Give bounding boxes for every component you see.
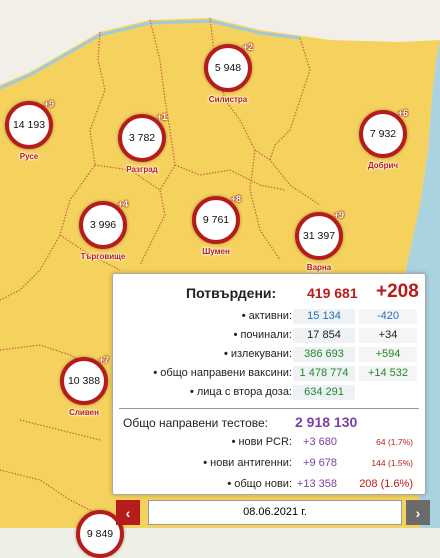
stat-label-text: починали: bbox=[240, 329, 292, 341]
bullet: • bbox=[231, 436, 236, 448]
marker-delta: +7 bbox=[98, 355, 109, 365]
stat-row: • починали: 17 854 +34 bbox=[121, 327, 417, 344]
panel-divider bbox=[119, 408, 419, 409]
marker-value: 3 996 bbox=[89, 219, 117, 231]
stat-change: +594 bbox=[359, 347, 417, 362]
confirmed-label: Потвърдени: bbox=[186, 285, 277, 301]
bullet: • bbox=[227, 478, 232, 490]
test-row: • нови PCR: +3 680 64 (1.7%) bbox=[121, 434, 417, 451]
stat-value: 15 134 bbox=[293, 309, 355, 324]
marker-name: Сливен bbox=[69, 408, 99, 417]
test-value: +9 678 bbox=[303, 457, 337, 469]
marker-value: 9 849 bbox=[86, 528, 114, 540]
marker-name: Търговище bbox=[80, 252, 126, 261]
stat-value: 17 854 bbox=[293, 328, 355, 343]
tests-total: 2 918 130 bbox=[295, 414, 358, 430]
bullet: • bbox=[203, 457, 208, 469]
marker-name: Добрич bbox=[367, 161, 399, 170]
test-positive: 208 (1.6%) bbox=[359, 478, 413, 490]
marker-delta: +9 bbox=[43, 99, 54, 109]
stat-value: 634 291 bbox=[293, 385, 355, 400]
test-positive: 64 (1.7%) bbox=[376, 437, 413, 447]
marker-value: 7 932 bbox=[369, 128, 397, 140]
confirmed-total: 419 681 bbox=[307, 285, 358, 301]
stat-value: 386 693 bbox=[293, 347, 355, 362]
test-label: • общо нови: bbox=[227, 478, 292, 490]
marker-value: 31 397 bbox=[302, 230, 336, 242]
marker-name: Разград bbox=[126, 165, 158, 174]
stat-row: • лица с втора доза: 634 291 bbox=[121, 384, 417, 401]
test-value: +13 358 bbox=[296, 478, 337, 490]
marker-delta: +9 bbox=[333, 210, 344, 220]
stat-label-text: излекувани: bbox=[230, 348, 292, 360]
stat-label: • лица с втора доза: bbox=[190, 386, 292, 398]
marker-value: 9 761 bbox=[202, 214, 230, 226]
stat-label-text: лица с втора доза: bbox=[196, 386, 292, 398]
test-row: • нови антигенни: +9 678 144 (1.5%) bbox=[121, 455, 417, 472]
stat-value: 1 478 774 bbox=[293, 366, 355, 381]
province-marker[interactable]: 7 932 +6 Добрич bbox=[359, 108, 408, 170]
test-label: • нови PCR: bbox=[232, 436, 292, 448]
date-field[interactable]: 08.06.2021 г. bbox=[148, 500, 402, 525]
confirmed-new: +208 bbox=[376, 281, 419, 302]
province-marker[interactable]: 3 782 +1 Разград bbox=[118, 112, 167, 174]
province-marker[interactable]: 14 193 +9 Русе bbox=[5, 99, 54, 161]
marker-delta: +1 bbox=[156, 112, 167, 122]
marker-name: Варна bbox=[306, 263, 332, 272]
test-positive: 144 (1.5%) bbox=[371, 458, 413, 468]
bullet: • bbox=[223, 348, 228, 360]
marker-name: Силистра bbox=[208, 95, 248, 104]
stat-label: • общо направени ваксини: bbox=[153, 367, 292, 379]
marker-delta: +8 bbox=[230, 194, 241, 204]
stat-label: • излекувани: bbox=[224, 348, 292, 360]
stat-label: • починали: bbox=[234, 329, 292, 341]
stat-label-text: общо направени ваксини: bbox=[160, 367, 292, 379]
date-bar: ‹ 08.06.2021 г. › bbox=[116, 500, 432, 526]
tests-label: Общо направени тестове: bbox=[123, 416, 268, 430]
test-label-text: нови PCR: bbox=[238, 436, 292, 448]
bullet: • bbox=[241, 310, 246, 322]
province-marker[interactable]: 3 996 +4 Търговище bbox=[79, 199, 128, 261]
province-marker[interactable]: 9 761 +8 Шумен bbox=[192, 194, 241, 256]
stat-row: • общо направени ваксини: 1 478 774 +14 532 bbox=[121, 365, 417, 382]
province-marker[interactable]: 5 948 +2 Силистра bbox=[204, 42, 253, 104]
stat-change: +34 bbox=[359, 328, 417, 343]
confirmed-headline: Потвърдени: 419 681 +208 bbox=[121, 281, 419, 305]
test-row: • общо нови: +13 358 208 (1.6%) bbox=[121, 476, 417, 493]
marker-name: Русе bbox=[19, 152, 39, 161]
test-label: • нови антигенни: bbox=[203, 457, 292, 469]
marker-value: 10 388 bbox=[67, 375, 101, 387]
marker-delta: +2 bbox=[242, 42, 253, 52]
stat-label: • активни: bbox=[242, 310, 292, 322]
marker-delta: +4 bbox=[117, 199, 128, 209]
stat-change: -420 bbox=[359, 309, 417, 324]
province-marker[interactable]: 10 388 +7 Сливен bbox=[60, 355, 109, 417]
marker-value: 3 782 bbox=[128, 132, 156, 144]
marker-name: Шумен bbox=[202, 247, 230, 256]
marker-value: 14 193 bbox=[12, 119, 46, 131]
stats-panel: Потвърдени: 419 681 +208 • активни: 15 134… bbox=[112, 273, 426, 495]
test-value: +3 680 bbox=[303, 436, 337, 448]
neighbor-country bbox=[0, 0, 440, 85]
bullet: • bbox=[153, 367, 158, 379]
marker-delta: +6 bbox=[397, 108, 408, 118]
danube-river bbox=[0, 19, 301, 90]
prev-date-button[interactable]: ‹ bbox=[116, 500, 140, 525]
stat-label-text: активни: bbox=[248, 310, 292, 322]
bullet: • bbox=[233, 329, 238, 341]
stat-row: • активни: 15 134 -420 bbox=[121, 308, 417, 325]
test-label-text: общо нови: bbox=[234, 478, 292, 490]
marker-value: 5 948 bbox=[214, 62, 242, 74]
next-date-button[interactable]: › bbox=[406, 500, 430, 525]
stat-change: +14 532 bbox=[359, 366, 417, 381]
bullet: • bbox=[189, 386, 194, 398]
test-label-text: нови антигенни: bbox=[210, 457, 292, 469]
stat-row: • излекувани: 386 693 +594 bbox=[121, 346, 417, 363]
province-marker[interactable]: 31 397 +9 Варна bbox=[295, 210, 344, 272]
